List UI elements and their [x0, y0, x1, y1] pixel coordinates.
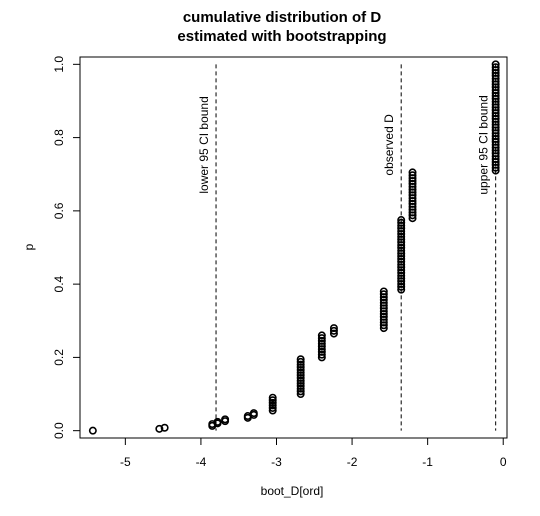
- data-point: [317, 345, 326, 354]
- data-point: [317, 331, 326, 340]
- data-point: [397, 227, 406, 236]
- data-point: [296, 357, 305, 366]
- data-point: [268, 396, 277, 405]
- data-point: [296, 384, 305, 393]
- data-point: [296, 365, 305, 374]
- x-tick-label: -4: [196, 455, 207, 469]
- x-tick-label: -3: [271, 455, 282, 469]
- reference-line-label: lower 95 CI bound: [197, 96, 211, 193]
- y-tick-label: 0.4: [52, 275, 66, 292]
- data-point: [397, 280, 406, 289]
- data-point: [296, 379, 305, 388]
- data-point: [397, 249, 406, 258]
- data-point: [408, 168, 417, 177]
- data-point: [397, 235, 406, 244]
- data-point: [268, 398, 277, 407]
- data-point: [379, 287, 388, 296]
- data-point: [397, 241, 406, 250]
- data-point: [397, 243, 406, 252]
- data-point: [249, 409, 258, 418]
- data-point: [397, 221, 406, 230]
- data-point: [329, 324, 338, 333]
- data-point: [397, 277, 406, 286]
- data-point: [317, 353, 326, 362]
- data-point: [296, 373, 305, 382]
- reference-line-label: upper 95 CI bound: [477, 95, 491, 194]
- data-point: [408, 171, 417, 180]
- data-point: [491, 60, 500, 69]
- data-point: [160, 423, 169, 432]
- data-point: [491, 63, 500, 72]
- x-tick-label: 0: [500, 455, 507, 469]
- data-point: [379, 290, 388, 299]
- y-tick-label: 0.8: [52, 129, 66, 146]
- reference-lines: lower 95 CI bound observed D upper 95 CI b…: [197, 64, 497, 431]
- data-point: [397, 268, 406, 277]
- data-point: [397, 232, 406, 241]
- data-point: [317, 342, 326, 351]
- data-point: [317, 339, 326, 348]
- data-point: [88, 426, 97, 435]
- data-point: [268, 403, 277, 412]
- data-point: [397, 257, 406, 266]
- y-tick-label: 0.0: [52, 422, 66, 439]
- data-point: [221, 415, 230, 424]
- data-point: [296, 390, 305, 399]
- data-point: [397, 216, 406, 225]
- data-point: [397, 263, 406, 272]
- data-point: [397, 238, 406, 247]
- data-point: [296, 363, 305, 372]
- data-point: [296, 376, 305, 385]
- data-point: [329, 326, 338, 335]
- x-axis: -5 -4 -3 -2 -1 0: [120, 437, 507, 469]
- data-point: [296, 368, 305, 377]
- y-axis: 0.0 0.2 0.4 0.6 0.8 1.0: [52, 56, 81, 439]
- data-point: [317, 336, 326, 345]
- chart-subtitle: estimated with bootstrapping: [177, 28, 386, 45]
- y-tick-label: 1.0: [52, 56, 66, 73]
- data-point: [397, 266, 406, 275]
- reference-line-label: observed D: [382, 114, 396, 176]
- data-point: [397, 260, 406, 269]
- data-point: [317, 347, 326, 356]
- data-point: [397, 229, 406, 238]
- y-tick-label: 0.2: [52, 349, 66, 366]
- data-point: [268, 406, 277, 415]
- data-point: [213, 417, 222, 426]
- data-point: [296, 355, 305, 364]
- data-point: [397, 246, 406, 255]
- y-axis-label: p: [22, 243, 36, 250]
- data-point: [397, 271, 406, 280]
- data-point: [397, 274, 406, 283]
- data-point: [155, 424, 164, 433]
- x-tick-label: -1: [422, 455, 433, 469]
- x-axis-label: boot_D[ord]: [261, 484, 324, 498]
- data-point: [397, 255, 406, 264]
- data-point: [296, 387, 305, 396]
- chart-title: cumulative distribution of D: [183, 9, 382, 26]
- data-point: [317, 350, 326, 359]
- data-point: [397, 252, 406, 261]
- data-point: [329, 329, 338, 338]
- data-point: [296, 360, 305, 369]
- data-point: [397, 224, 406, 233]
- data-point: [296, 371, 305, 380]
- data-point: [268, 393, 277, 402]
- data-point: [397, 285, 406, 294]
- data-point: [397, 282, 406, 291]
- data-point: [317, 334, 326, 343]
- x-tick-label: -2: [347, 455, 358, 469]
- x-tick-label: -5: [120, 455, 131, 469]
- data-points: [88, 60, 500, 435]
- data-point: [296, 382, 305, 391]
- data-point: [268, 401, 277, 410]
- y-tick-label: 0.6: [52, 202, 66, 219]
- data-point: [397, 218, 406, 227]
